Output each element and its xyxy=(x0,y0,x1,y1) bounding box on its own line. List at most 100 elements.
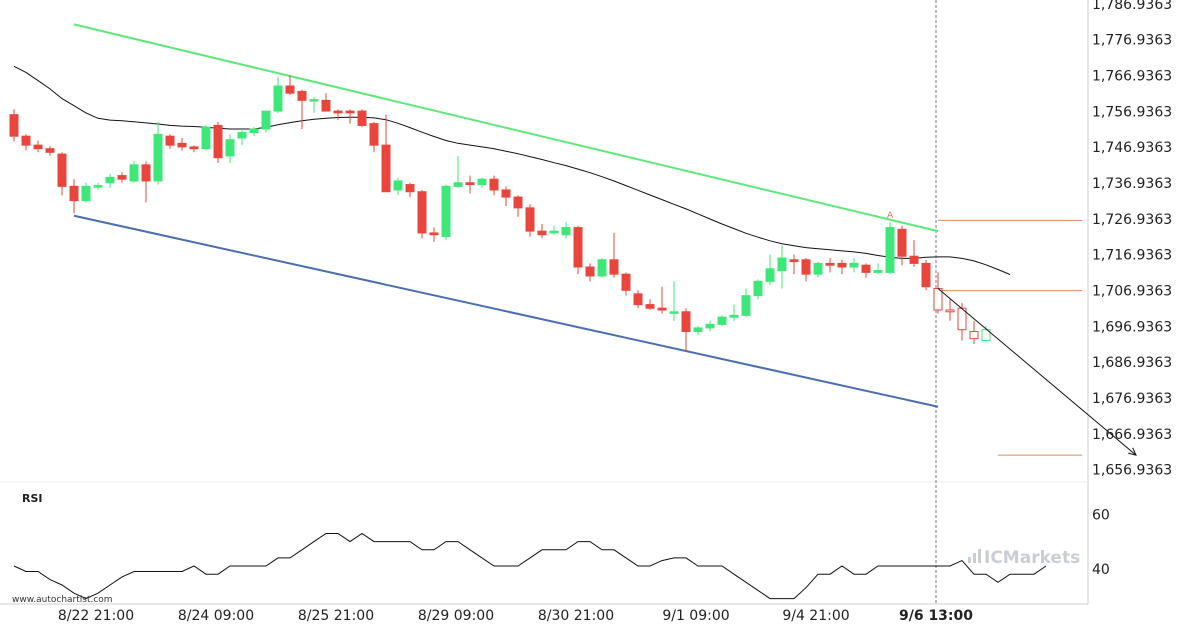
price-tick-label: 1,766.9363 xyxy=(1092,68,1172,84)
price-axis: 1,786.9363 1,776.9363 1,766.9363 1,756.9363… xyxy=(1092,0,1172,578)
candle xyxy=(261,110,271,133)
candle-body xyxy=(237,132,247,139)
candle xyxy=(429,227,439,242)
candle xyxy=(609,232,619,278)
candle-body xyxy=(585,266,595,277)
candle-body xyxy=(417,191,427,234)
candle-body xyxy=(405,184,415,193)
candle-body xyxy=(849,262,859,268)
candle xyxy=(873,263,883,275)
candle xyxy=(645,299,655,310)
candle xyxy=(333,109,343,121)
candle xyxy=(45,146,55,156)
candle xyxy=(33,140,43,153)
candle xyxy=(753,279,763,300)
candle-body xyxy=(69,185,79,202)
rsi-line xyxy=(13,532,1047,600)
candle-body xyxy=(777,257,787,272)
candle-body xyxy=(45,148,55,153)
candle xyxy=(525,204,535,237)
candle-body xyxy=(501,189,511,198)
candle-body xyxy=(729,314,739,318)
candle xyxy=(357,109,367,128)
candle xyxy=(405,182,415,198)
candle xyxy=(237,129,247,146)
time-tick-label: 8/25 21:00 xyxy=(298,608,374,624)
candle xyxy=(93,182,103,190)
candle xyxy=(969,320,979,345)
candle-body xyxy=(189,146,199,150)
candle xyxy=(153,121,163,185)
moving-average-line xyxy=(13,65,1011,275)
candle xyxy=(633,290,643,309)
candle xyxy=(477,177,487,189)
candle-body xyxy=(117,175,127,180)
candle xyxy=(309,96,319,113)
candle-body xyxy=(93,185,103,188)
candle xyxy=(465,175,475,194)
time-tick-label: 8/29 09:00 xyxy=(418,608,494,624)
rsi-panel xyxy=(13,532,1047,600)
candle-body xyxy=(813,262,823,275)
candle xyxy=(501,186,511,207)
candle-body xyxy=(201,126,211,150)
candle-body xyxy=(453,182,463,187)
candle xyxy=(417,189,427,239)
candle xyxy=(897,225,907,266)
candle-body xyxy=(9,114,19,137)
candle-body xyxy=(273,85,283,112)
candle-body xyxy=(309,99,319,102)
price-tick-label: 1,746.9363 xyxy=(1092,140,1172,156)
candle-body xyxy=(441,185,451,238)
candle-body xyxy=(609,259,619,275)
candle-body xyxy=(345,110,355,114)
candle xyxy=(177,137,187,151)
time-tick-label: 9/1 09:00 xyxy=(662,608,729,624)
price-tick-label: 1,736.9363 xyxy=(1092,176,1172,192)
candle xyxy=(837,259,847,275)
candle xyxy=(789,254,799,275)
candle xyxy=(297,89,307,130)
candle-body xyxy=(141,164,151,182)
candle xyxy=(321,93,331,112)
candle-body xyxy=(213,124,223,159)
candle-body xyxy=(981,329,991,341)
price-tick-label: 1,756.9363 xyxy=(1092,104,1172,120)
candle xyxy=(81,182,91,203)
logo-text: ICMarkets xyxy=(984,548,1080,568)
candle xyxy=(777,245,787,289)
candle xyxy=(921,259,931,291)
pattern-point-label: A xyxy=(887,211,894,221)
candle xyxy=(813,261,823,278)
candle xyxy=(105,173,115,189)
candle xyxy=(657,286,667,314)
candle xyxy=(117,172,127,183)
candle xyxy=(717,315,727,327)
candle xyxy=(201,125,211,151)
price-tick-label: 1,716.9363 xyxy=(1092,248,1172,264)
candle xyxy=(369,121,379,153)
candle-body xyxy=(525,207,535,232)
candle-body xyxy=(933,287,943,311)
candle xyxy=(129,161,139,183)
candle-body xyxy=(177,142,187,148)
candle-body xyxy=(357,110,367,126)
candle xyxy=(213,121,223,164)
candle-body xyxy=(801,259,811,275)
candle xyxy=(57,152,67,196)
candle xyxy=(9,109,19,142)
candle-body xyxy=(381,144,391,193)
icmarkets-logo: ICMarkets xyxy=(968,548,1080,568)
source-watermark: www.autochartist.com xyxy=(12,595,113,605)
rsi-tick-label: 40 xyxy=(1092,562,1110,578)
candle xyxy=(225,134,235,164)
candle xyxy=(705,320,715,332)
candle-body xyxy=(873,270,883,273)
candle xyxy=(165,134,175,149)
candle xyxy=(585,263,595,282)
time-tick-label: 8/30 21:00 xyxy=(538,608,614,624)
candle-body xyxy=(909,255,919,264)
projection-arrowhead xyxy=(1128,447,1137,456)
candle-body xyxy=(249,128,259,134)
price-tick-label: 1,676.9363 xyxy=(1092,391,1172,407)
